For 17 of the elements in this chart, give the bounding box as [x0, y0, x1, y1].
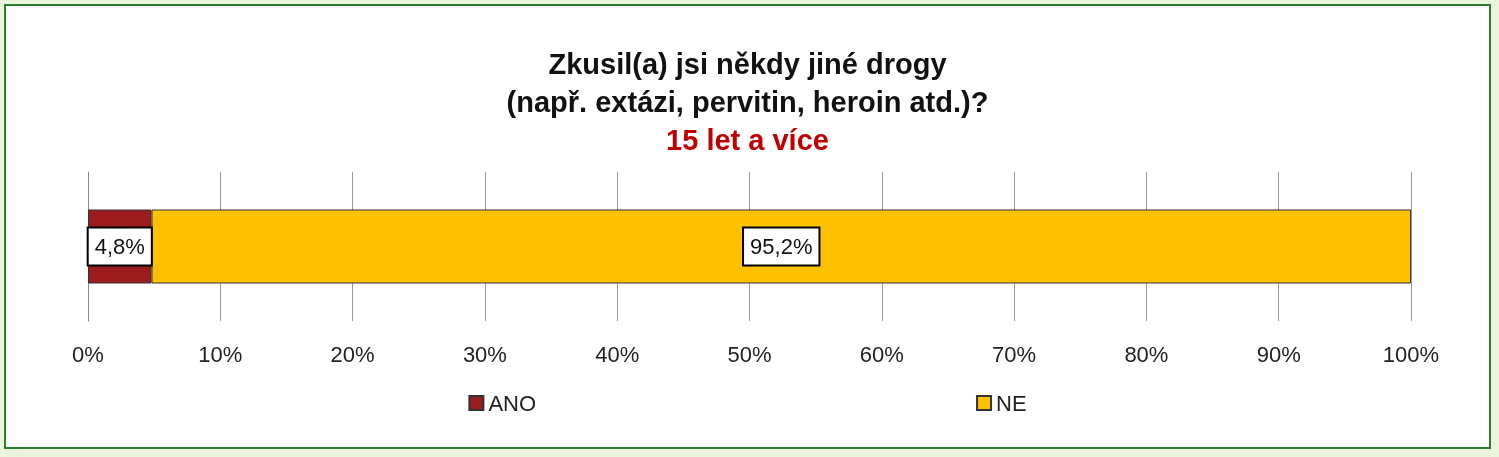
legend-label: ANO	[488, 390, 537, 416]
x-tick-label: 50%	[727, 341, 772, 367]
data-label: 95,2%	[750, 234, 813, 259]
chart-title: Zkusil(a) jsi někdy jiné drogy (např. extázi, pervitin, heroin atd.)?	[506, 48, 989, 118]
x-tick-label: 40%	[595, 341, 640, 367]
x-tick-label: 80%	[1124, 341, 1169, 367]
x-tick-label: 20%	[330, 341, 375, 367]
legend-label: NE	[996, 390, 1027, 416]
x-tick-label: 30%	[462, 341, 507, 367]
x-tick-label: 70%	[992, 341, 1037, 367]
x-tick-label: 10%	[198, 341, 243, 367]
x-tick-label: 0%	[72, 341, 104, 367]
data-label: 4,8%	[94, 234, 145, 259]
chart-subtitle: 15 let a více	[666, 123, 829, 156]
x-tick-label: 100%	[1382, 341, 1440, 367]
x-tick-label: 60%	[859, 341, 904, 367]
x-tick-label: 90%	[1256, 341, 1301, 367]
